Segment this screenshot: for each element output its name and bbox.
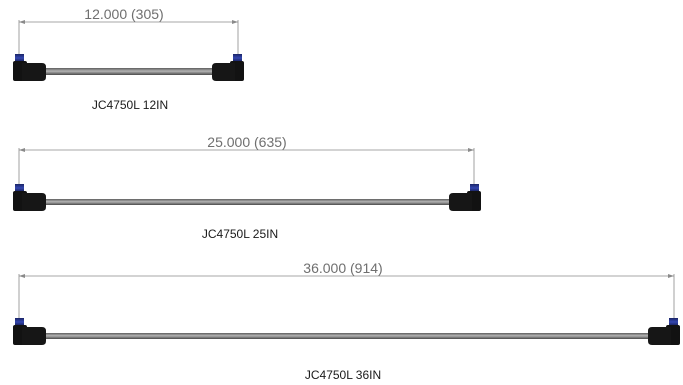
dimension-line-12in (18, 20, 239, 56)
right-connector-12in (212, 54, 244, 81)
left-connector-25in (13, 184, 46, 211)
right-connector-25in (449, 184, 481, 211)
left-connector-12in (13, 54, 46, 81)
cable-assembly-36in: 36.000 (914) JC4750L 36IN (13, 260, 680, 382)
part-label-12in: JC4750L 12IN (92, 98, 168, 112)
cable-assembly-12in: 12.000 (305) JC4750L 12IN (13, 6, 244, 112)
right-connector-36in (648, 318, 680, 345)
dimension-line-25in (18, 148, 475, 186)
part-label-25in: JC4750L 25IN (202, 227, 278, 241)
left-connector-36in (13, 318, 46, 345)
part-label-36in: JC4750L 36IN (305, 368, 381, 382)
dimension-line-36in (18, 274, 675, 318)
cable-body-36in (44, 333, 656, 339)
cable-body-25in (44, 199, 454, 205)
dimension-text-36in: 36.000 (914) (303, 260, 382, 276)
dimension-text-25in: 25.000 (635) (207, 134, 286, 150)
cable-body-12in (44, 68, 216, 75)
dimension-text-12in: 12.000 (305) (84, 6, 163, 22)
cable-assembly-25in: 25.000 (635) JC4750L 25IN (13, 134, 481, 241)
